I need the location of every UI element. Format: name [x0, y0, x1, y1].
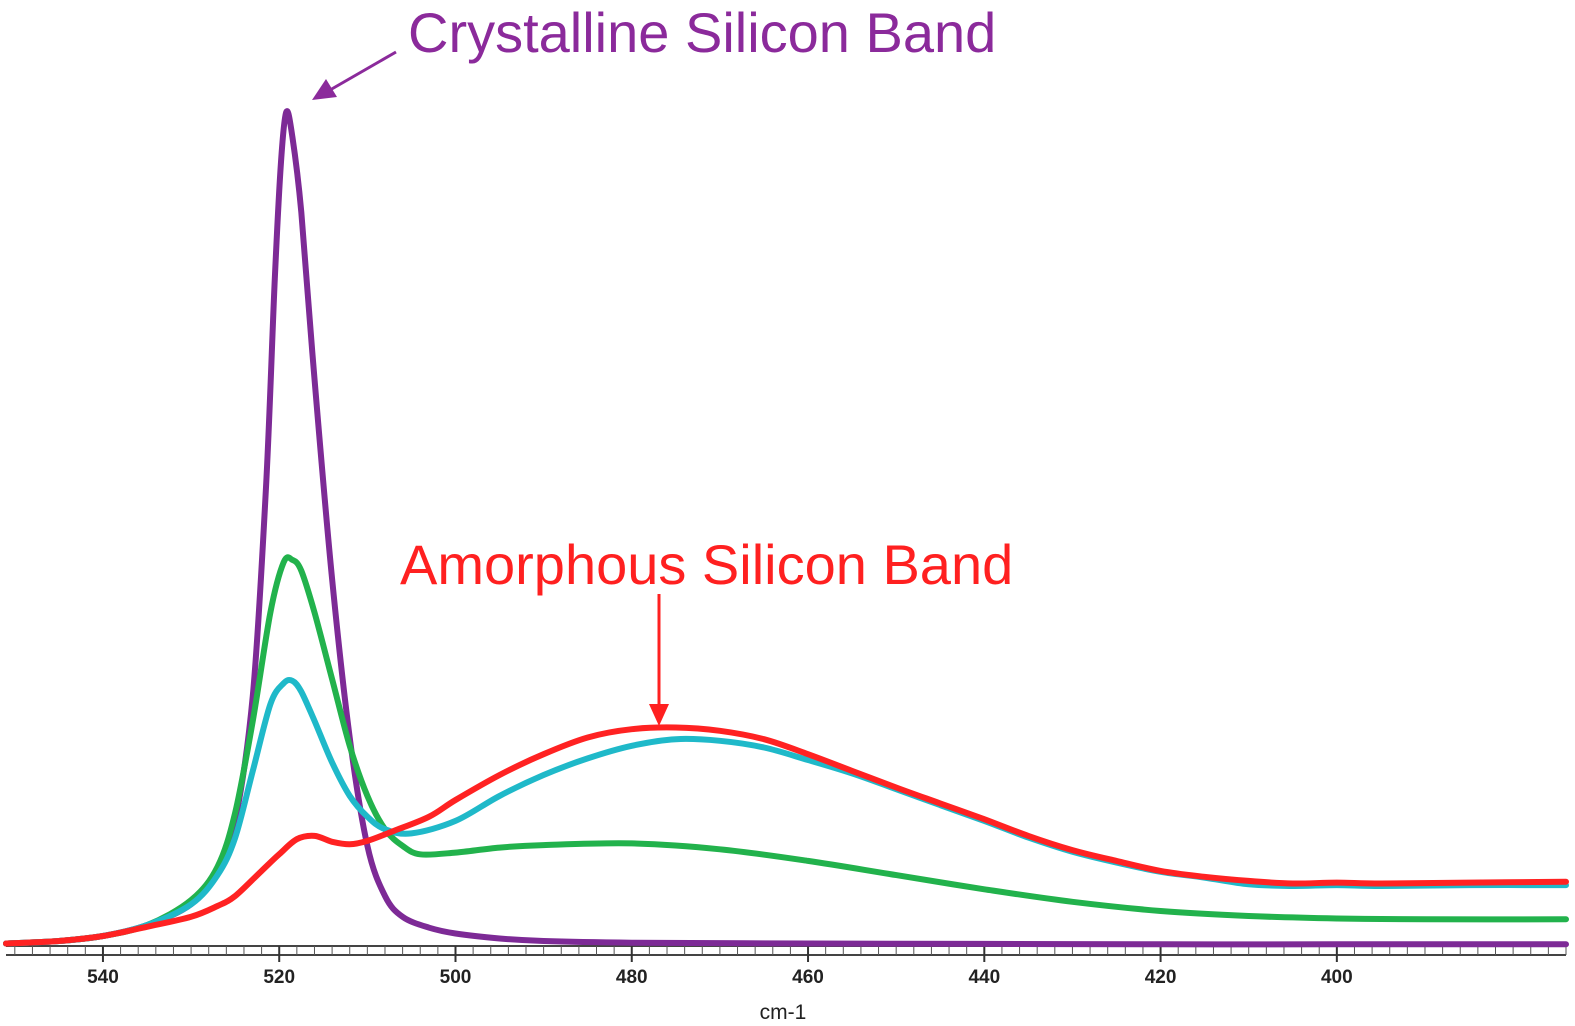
x-tick-label: 420 [1145, 967, 1177, 988]
x-tick-label: 500 [440, 967, 472, 988]
x-axis-minor-ticks [14, 946, 1567, 955]
red-spectrum-line [3, 724, 1569, 947]
crystalline-arrow-head [312, 79, 337, 100]
x-axis-tick-labels: 540 520 500 480 460 440 420 400 [87, 967, 1353, 988]
spectrum-series [3, 108, 1569, 948]
x-tick-label: 440 [968, 967, 1000, 988]
amorphous-band-label: Amorphous Silicon Band [400, 533, 1013, 596]
x-tick-label: 540 [87, 967, 119, 988]
amorphous-arrow-head [649, 704, 669, 726]
amorphous-annotation: Amorphous Silicon Band [400, 533, 1013, 726]
crystalline-annotation: Crystalline Silicon Band [312, 1, 996, 100]
x-axis-title: cm-1 [760, 1001, 807, 1024]
x-tick-label: 460 [792, 967, 824, 988]
green-spectrum-line [3, 554, 1569, 947]
x-tick-label: 520 [263, 967, 295, 988]
crystalline-band-label: Crystalline Silicon Band [408, 1, 996, 64]
x-axis-major-ticks [101, 946, 1338, 962]
crystalline-arrow-shaft [329, 50, 397, 92]
x-tick-label: 480 [616, 967, 648, 988]
x-axis [6, 945, 1566, 956]
x-tick-label: 400 [1321, 967, 1353, 988]
cyan-spectrum-line [3, 676, 1569, 947]
